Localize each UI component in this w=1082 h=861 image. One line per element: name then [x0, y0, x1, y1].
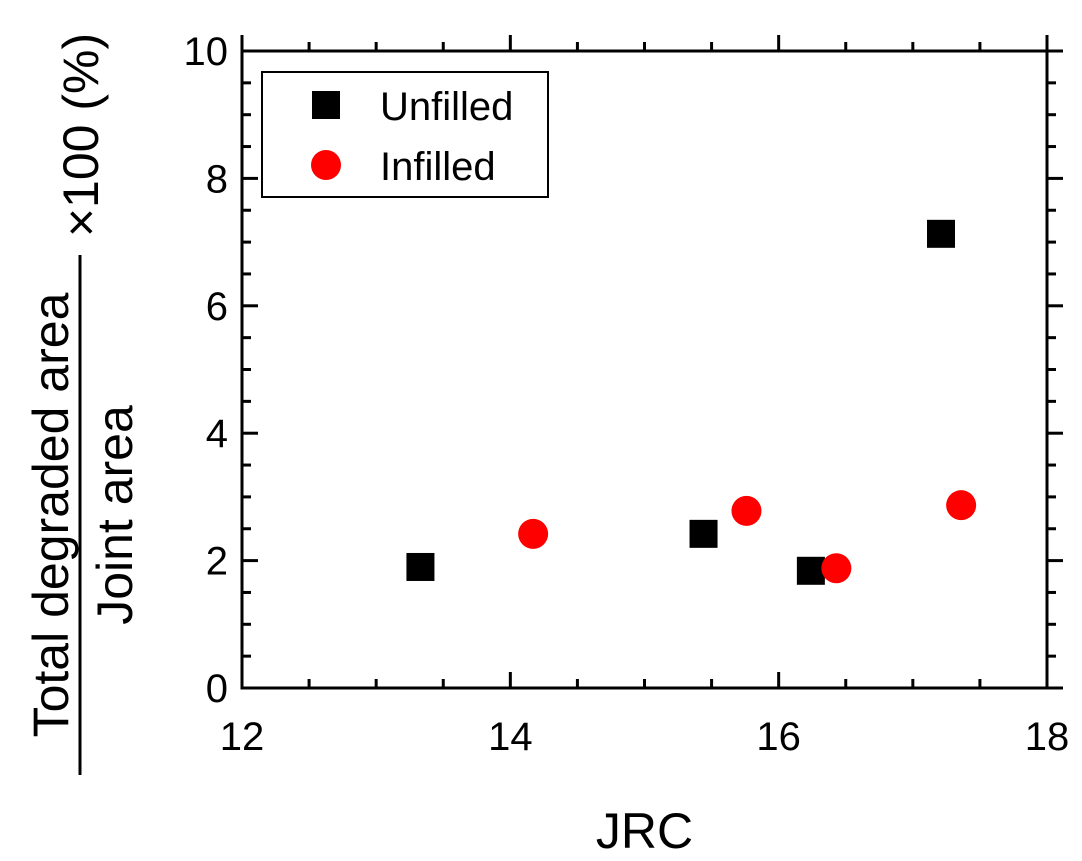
y-tick-label: 6 — [206, 285, 228, 329]
y-axis-numerator: Total degraded area — [23, 292, 79, 737]
data-point-unfilled — [689, 519, 718, 548]
y-axis-denominator: Joint area — [87, 405, 143, 625]
legend-label-unfilled: Unfilled — [380, 85, 513, 129]
data-point-unfilled — [406, 552, 435, 581]
x-tick-label: 16 — [756, 715, 801, 759]
y-axis-title: Total degraded area Joint area ×100 (%) — [23, 33, 143, 775]
legend: Unfilled Infilled — [261, 71, 549, 198]
data-point-unfilled — [927, 219, 956, 248]
legend-label-infilled: Infilled — [380, 145, 496, 189]
data-point-infilled — [821, 553, 852, 584]
y-tick-label: 8 — [206, 157, 228, 201]
legend-marker-infilled — [311, 150, 341, 180]
plot-frame — [240, 49, 1049, 690]
x-axis-title: JRC — [596, 803, 693, 859]
data-point-unfilled — [796, 556, 825, 585]
y-tick-label: 10 — [184, 30, 229, 74]
x-tick-label: 18 — [1025, 715, 1070, 759]
data-point-infilled — [518, 518, 549, 549]
data-point-infilled — [731, 495, 762, 526]
data-point-infilled — [946, 490, 977, 521]
y-axis-suffix: ×100 (%) — [53, 33, 109, 237]
y-tick-label: 4 — [206, 412, 228, 456]
legend-box — [261, 71, 549, 198]
y-tick-label: 0 — [206, 667, 228, 711]
x-tick-label: 14 — [488, 715, 533, 759]
x-tick-label: 12 — [220, 715, 265, 759]
y-tick-label: 2 — [206, 540, 228, 584]
data-points — [406, 219, 977, 585]
legend-marker-unfilled — [312, 91, 340, 119]
tick-labels: 12 14 16 18 0 2 4 6 8 10 — [184, 30, 1070, 759]
